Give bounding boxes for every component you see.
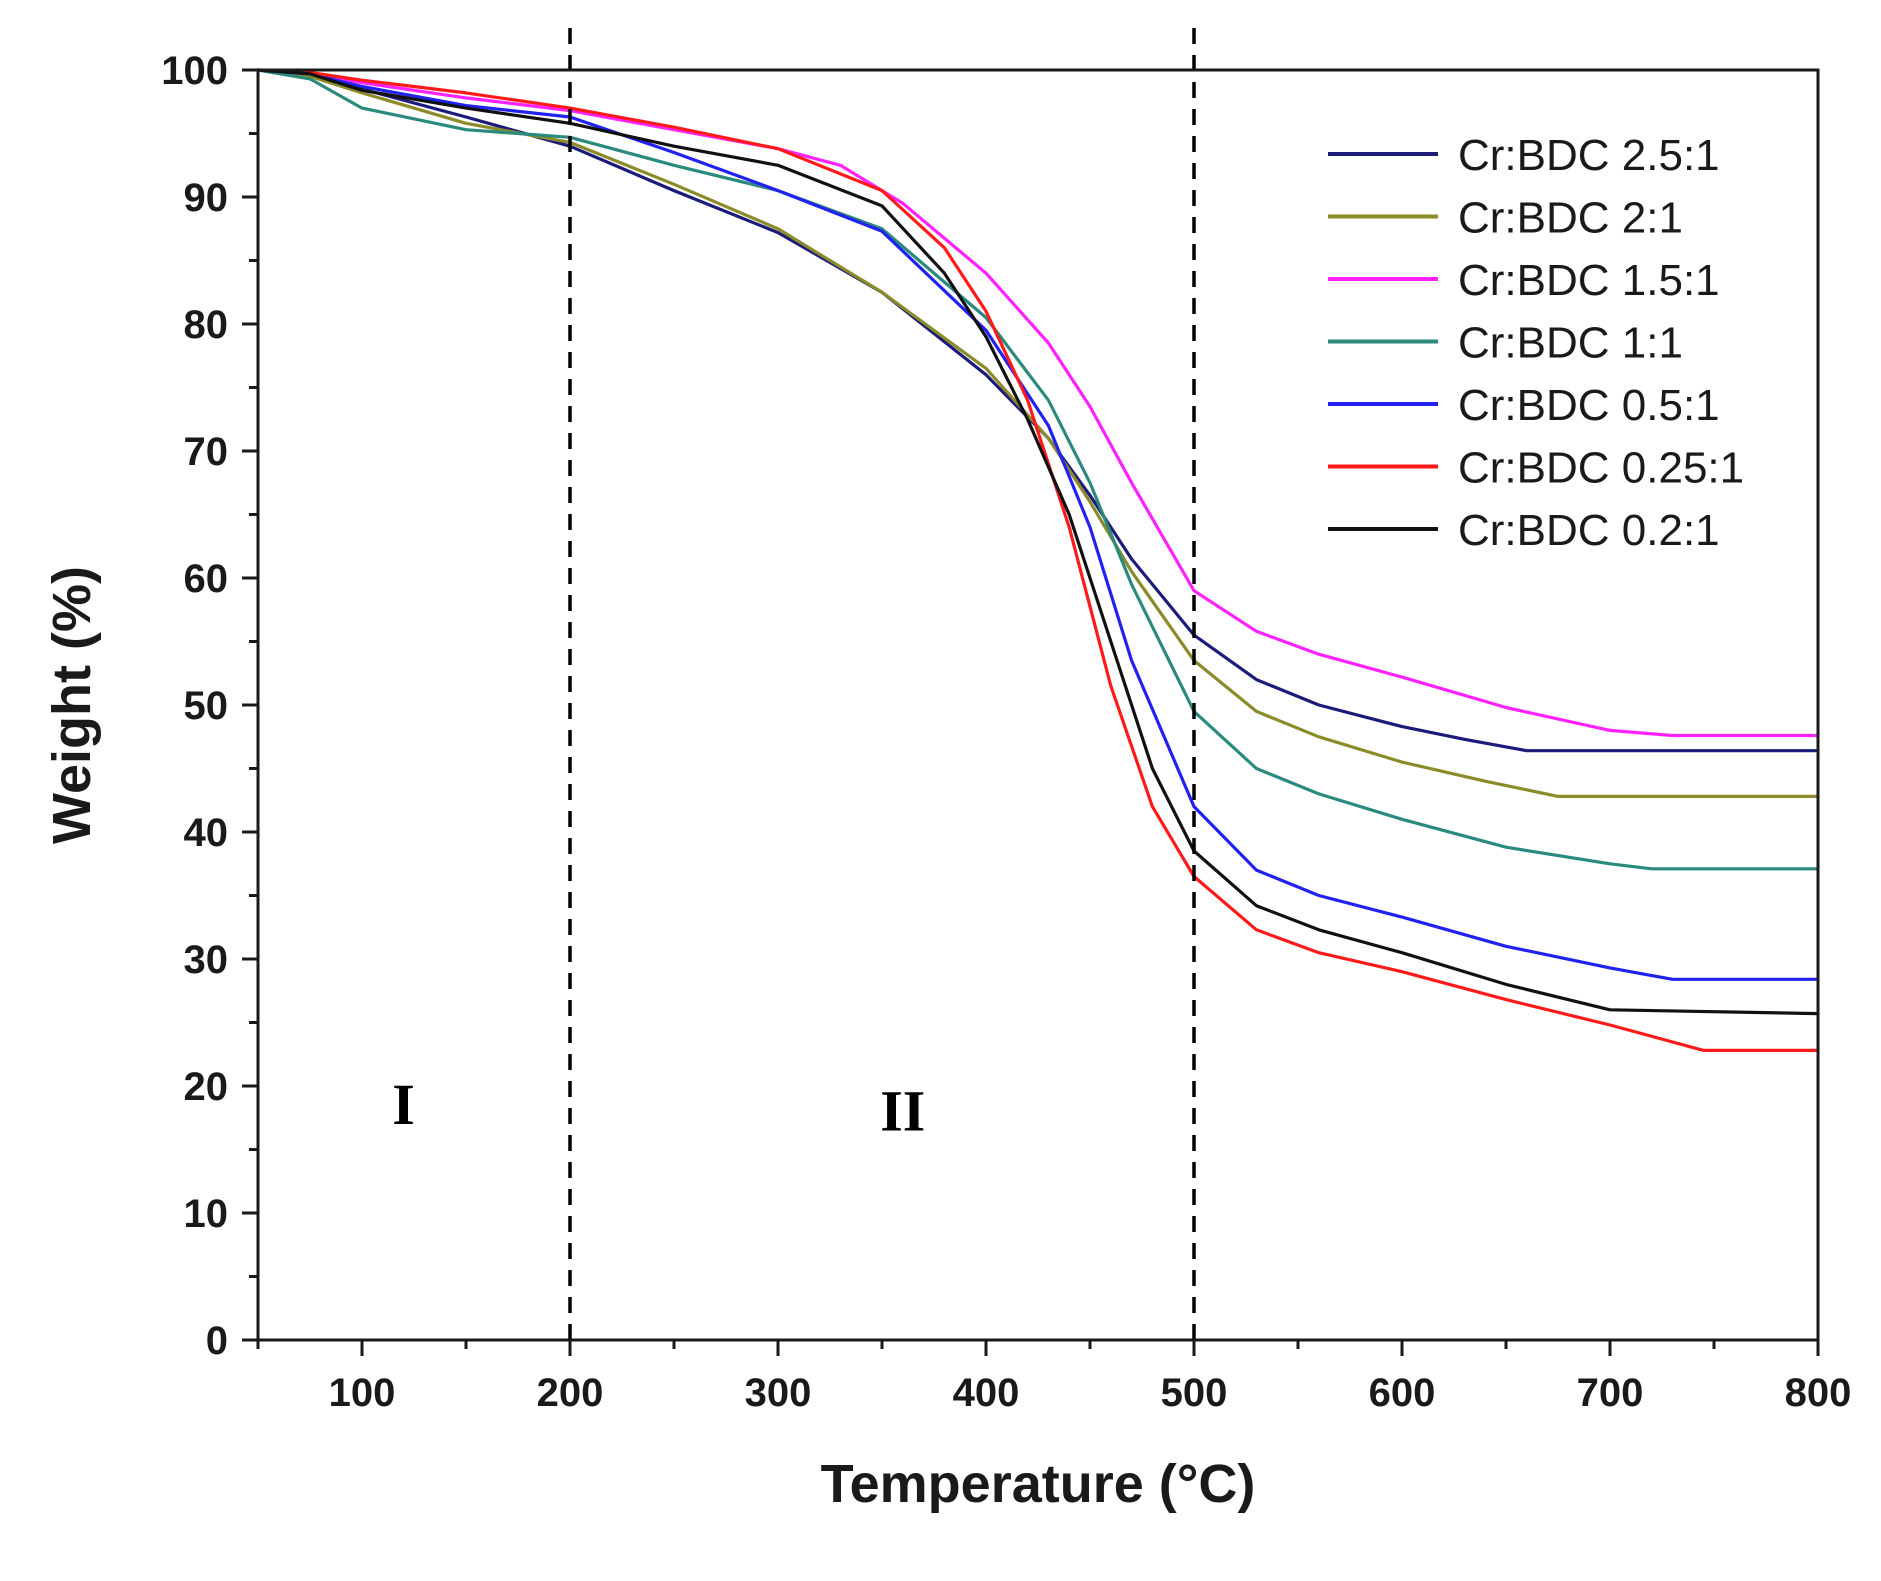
x-tick-label: 100: [329, 1371, 396, 1415]
y-tick-label: 70: [184, 430, 229, 474]
series-line-5: [256, 68, 1820, 981]
legend-label: Cr:BDC 1:1: [1458, 319, 1683, 368]
x-tick-label: 300: [745, 1371, 812, 1415]
legend-label: Cr:BDC 0.2:1: [1458, 506, 1720, 555]
region-labels: I II: [392, 1072, 925, 1143]
region-label-1: I: [392, 1072, 415, 1137]
y-axis-title: Weight (%): [42, 566, 102, 844]
legend-label: Cr:BDC 1.5:1: [1458, 256, 1720, 305]
legend-label: Cr:BDC 2.5:1: [1458, 131, 1720, 180]
region-label-2: II: [880, 1078, 925, 1143]
series-line-4: [256, 68, 1820, 871]
legend-label: Cr:BDC 2:1: [1458, 194, 1683, 243]
y-tick-label: 30: [184, 938, 229, 982]
y-tick-label: 80: [184, 303, 229, 347]
legend-label: Cr:BDC 0.5:1: [1458, 381, 1720, 430]
x-tick-label: 200: [537, 1371, 604, 1415]
y-tick-label: 100: [161, 49, 228, 93]
region-dividers: [568, 28, 1196, 1340]
legend: Cr:BDC 2.5:1 Cr:BDC 2:1 Cr:BDC 1.5:1 Cr:BDC…: [1328, 131, 1744, 555]
x-tick-label: 600: [1369, 1371, 1436, 1415]
x-tick-label: 700: [1577, 1371, 1644, 1415]
y-tick-label: 0: [206, 1319, 228, 1363]
x-tick-label: 800: [1785, 1371, 1852, 1415]
y-tick-label: 40: [184, 811, 229, 855]
series-line-1: [256, 68, 1820, 753]
plot-lines: [256, 68, 1820, 1052]
y-tick-label: 60: [184, 557, 229, 601]
y-tick-label: 10: [184, 1192, 229, 1236]
series-line-7: [256, 68, 1820, 1016]
series-line-2: [256, 68, 1820, 798]
x-tick-label: 400: [953, 1371, 1020, 1415]
x-axis-title: Temperature (°C): [821, 1454, 1256, 1514]
legend-label: Cr:BDC 0.25:1: [1458, 444, 1744, 493]
y-tick-label: 50: [184, 684, 229, 728]
x-tick-label: 500: [1161, 1371, 1228, 1415]
y-tick-label: 20: [184, 1065, 229, 1109]
axis-ticks: 100 200 300 400 500 600 700 800 0 10 20 30 40 50 60 70 8…: [161, 49, 1851, 1415]
y-tick-label: 90: [184, 176, 229, 220]
series-line-3: [256, 68, 1820, 738]
